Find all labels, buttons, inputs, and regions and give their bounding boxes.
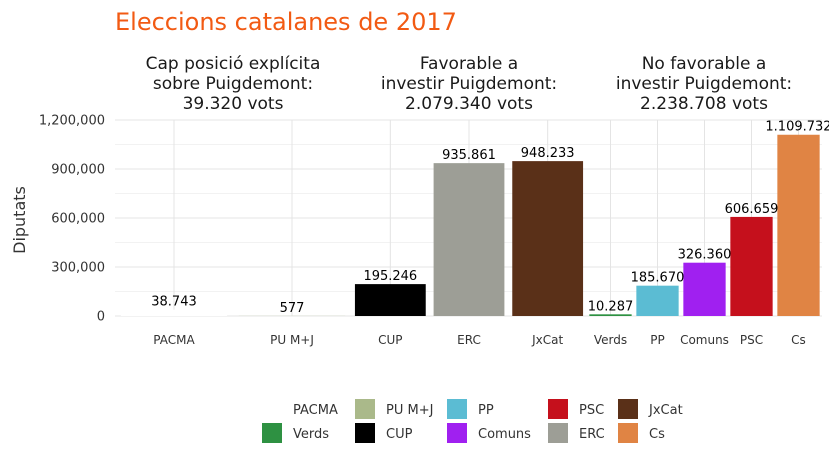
legend-swatch-pacma	[262, 399, 282, 419]
value-labels: 38.743 577 195.246 935.861 948.233 10.287 185.…	[151, 120, 829, 316]
value-label-cs: 1.109.732	[765, 120, 829, 135]
legend: PACMA Verds PU M+J CUP PP Comuns PSC ERC JxCat Cs	[262, 399, 683, 443]
legend-swatch-verds	[262, 423, 282, 443]
x-tick-erc: ERC	[457, 333, 481, 347]
bar-cs	[777, 134, 820, 316]
panel-title-line: Cap posició explícita	[146, 54, 321, 74]
chart-title: Eleccions catalanes de 2017	[115, 8, 457, 36]
y-tick-label: 900,000	[51, 163, 105, 178]
legend-swatch-erc	[548, 423, 568, 443]
legend-label-cup: CUP	[386, 427, 413, 442]
legend-label-psc: PSC	[579, 403, 604, 418]
panel-title-line: 2.079.340 vots	[405, 94, 533, 114]
value-label-erc: 935.861	[442, 148, 496, 163]
legend-label-verds: Verds	[293, 427, 329, 442]
y-axis-ticks: 0 300,000 600,000 900,000 1,200,000	[39, 114, 105, 325]
panel-title-line: sobre Puigdemont:	[153, 74, 313, 94]
value-label-pacma: 38.743	[151, 295, 197, 310]
legend-label-pu-m-j: PU M+J	[386, 403, 433, 418]
legend-label-pacma: PACMA	[293, 403, 338, 418]
x-tick-pu-m-j: PU M+J	[270, 333, 314, 347]
x-tick-psc: PSC	[740, 333, 763, 347]
legend-swatch-cs	[618, 423, 638, 443]
legend-swatch-cup	[355, 423, 375, 443]
panel-title-line: 2.238.708 vots	[640, 94, 768, 114]
y-tick-label: 600,000	[51, 212, 105, 227]
bar-comuns	[683, 262, 726, 316]
value-label-jxcat: 948.233	[521, 146, 575, 161]
panel-title-line: investir Puigdemont:	[616, 74, 792, 94]
value-label-pu-m-j: 577	[280, 301, 305, 316]
legend-swatch-psc	[548, 399, 568, 419]
x-tick-pp: PP	[650, 333, 664, 347]
bar-verds	[589, 314, 632, 316]
x-tick-cs: Cs	[791, 333, 806, 347]
x-tick-jxcat: JxCat	[531, 333, 563, 347]
bars	[120, 134, 820, 316]
bar-erc	[433, 163, 505, 316]
value-label-comuns: 326.360	[678, 248, 732, 263]
panel-title-line: Favorable a	[420, 54, 518, 74]
x-tick-pacma: PACMA	[153, 333, 195, 347]
x-tick-verds: Verds	[594, 333, 627, 347]
bar-psc	[730, 216, 773, 316]
panel-title-line: No favorable a	[642, 54, 767, 74]
y-axis-label: Diputats	[10, 186, 29, 254]
bar-pacma	[120, 309, 228, 316]
x-tick-cup: CUP	[378, 333, 402, 347]
legend-label-comuns: Comuns	[478, 427, 531, 442]
panel-title-line: 39.320 vots	[183, 94, 284, 114]
bar-jxcat	[512, 161, 584, 316]
x-axis-ticks: PACMA PU M+J CUP ERC JxCat Verds PP Comuns PSC Cs	[153, 333, 806, 347]
value-label-pp: 185.670	[631, 271, 685, 286]
bar-pp	[636, 285, 679, 316]
legend-swatch-pp	[447, 399, 467, 419]
y-tick-label: 300,000	[51, 261, 105, 276]
legend-label-pp: PP	[478, 403, 494, 418]
legend-swatch-pu-m-j	[355, 399, 375, 419]
value-label-psc: 606.659	[725, 202, 779, 217]
legend-label-jxcat: JxCat	[648, 403, 683, 418]
value-label-cup: 195.246	[363, 269, 417, 284]
panel-title-line: investir Puigdemont:	[381, 74, 557, 94]
y-tick-label: 0	[97, 310, 105, 325]
legend-swatch-comuns	[447, 423, 467, 443]
legend-swatch-jxcat	[618, 399, 638, 419]
bar-cup	[354, 284, 426, 316]
y-tick-label: 1,200,000	[39, 114, 105, 129]
x-tick-comuns: Comuns	[680, 333, 729, 347]
value-label-verds: 10.287	[588, 299, 634, 314]
legend-label-erc: ERC	[579, 427, 605, 442]
legend-label-cs: Cs	[649, 427, 665, 442]
